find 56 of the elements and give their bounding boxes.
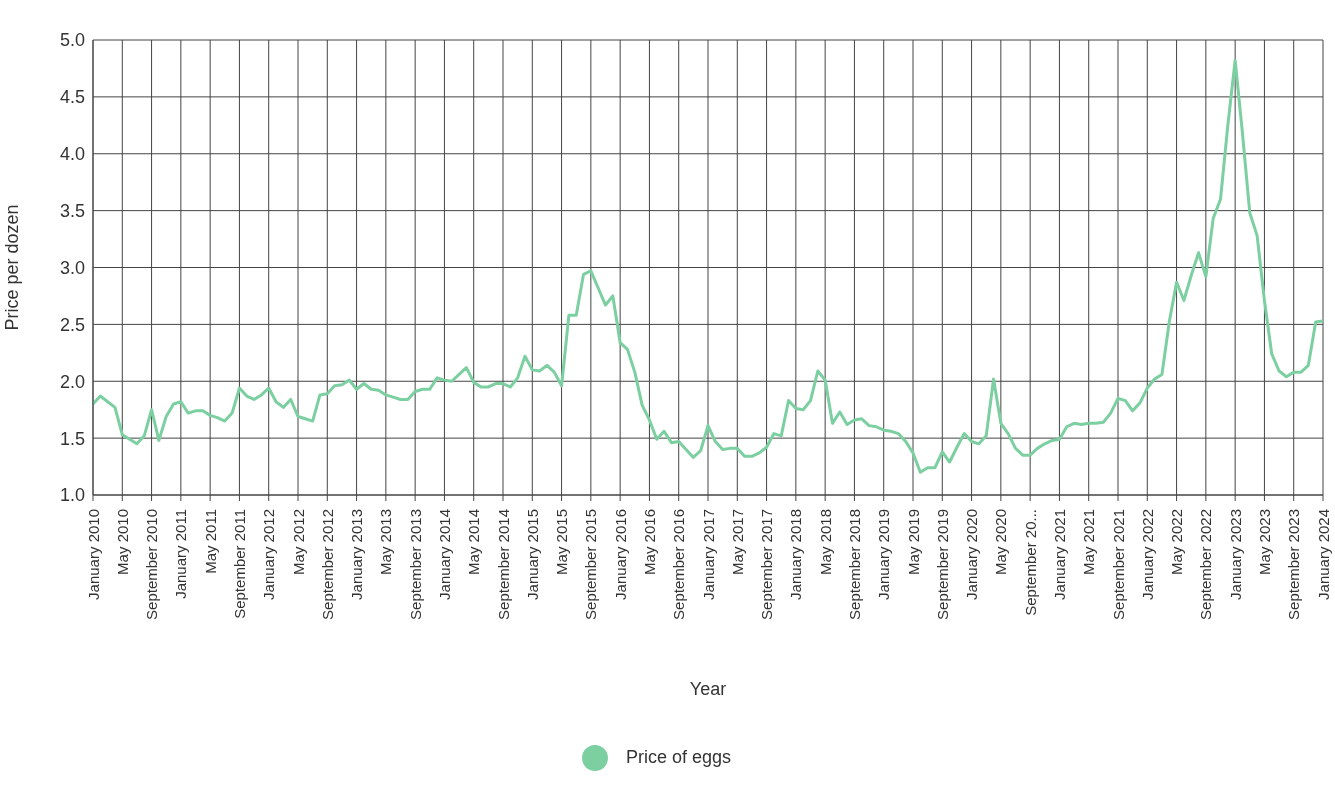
x-tick-label: January 2014	[435, 509, 453, 600]
x-tick-label: May 2017	[728, 509, 746, 575]
x-tick-label: January 2016	[611, 509, 629, 600]
x-tick-label: May 2014	[465, 509, 483, 575]
x-tick-label: May 2012	[289, 509, 307, 575]
y-axis-title: Price per dozen	[2, 204, 23, 331]
x-tick-label: January 2015	[523, 509, 541, 600]
x-tick-label: September 2017	[758, 509, 776, 620]
y-tick-label: 4.0	[59, 144, 85, 165]
x-tick-label: January 2020	[963, 509, 981, 600]
x-tick-label: September 2019	[933, 509, 951, 620]
x-tick-label: September 2022	[1197, 509, 1215, 620]
y-tick-label: 1.0	[59, 485, 85, 506]
x-tick-label: January 2011	[172, 509, 190, 599]
x-tick-label: May 2013	[377, 509, 395, 575]
legend-label: Price of eggs	[625, 746, 732, 767]
y-tick-label: 3.0	[59, 257, 85, 278]
x-tick-label: January 2010	[84, 509, 102, 600]
y-tick-label: 4.5	[59, 87, 85, 108]
x-tick-label: September 2015	[582, 509, 600, 620]
x-tick-label: May 2019	[904, 509, 922, 575]
x-tick-label: September 2013	[406, 509, 424, 620]
x-tick-label: May 2010	[113, 509, 131, 575]
x-tick-label: January 2018	[787, 509, 805, 600]
x-tick-label: January 2024	[1314, 509, 1332, 600]
x-tick-label: September 20...	[1021, 509, 1039, 616]
x-tick-label: January 2017	[699, 509, 717, 600]
x-tick-label: January 2023	[1226, 509, 1244, 600]
x-tick-label: May 2020	[992, 509, 1010, 575]
x-tick-label: September 2014	[494, 509, 512, 620]
x-tick-label: September 2021	[1109, 509, 1127, 620]
x-tick-label: September 2023	[1285, 509, 1303, 620]
y-tick-label: 5.0	[59, 30, 85, 51]
x-tick-label: May 2011	[201, 509, 219, 574]
x-tick-label: May 2018	[816, 509, 834, 575]
y-tick-label: 3.5	[59, 201, 85, 222]
x-tick-label: September 2016	[670, 509, 688, 620]
x-tick-label: January 2022	[1138, 509, 1156, 600]
x-tick-label: May 2015	[553, 509, 571, 575]
x-tick-label: January 2012	[260, 509, 278, 600]
x-axis-title: Year	[689, 679, 727, 699]
line-series	[93, 58, 1323, 474]
x-tick-label: May 2016	[640, 509, 658, 575]
y-tick-label: 2.5	[59, 314, 85, 335]
x-tick-label: September 2011	[230, 509, 248, 619]
x-tick-label: September 2018	[845, 509, 863, 620]
x-tick-label: May 2023	[1255, 509, 1273, 575]
x-tick-label: January 2013	[348, 509, 366, 600]
x-tick-label: May 2022	[1168, 509, 1186, 575]
x-tick-label: September 2012	[318, 509, 336, 620]
y-tick-label: 2.0	[59, 371, 85, 392]
x-tick-label: May 2021	[1080, 509, 1098, 575]
x-tick-label: January 2019	[875, 509, 893, 600]
x-tick-label: September 2010	[143, 509, 161, 620]
y-tick-label: 1.5	[59, 428, 85, 449]
x-tick-label: January 2021	[1050, 509, 1068, 600]
